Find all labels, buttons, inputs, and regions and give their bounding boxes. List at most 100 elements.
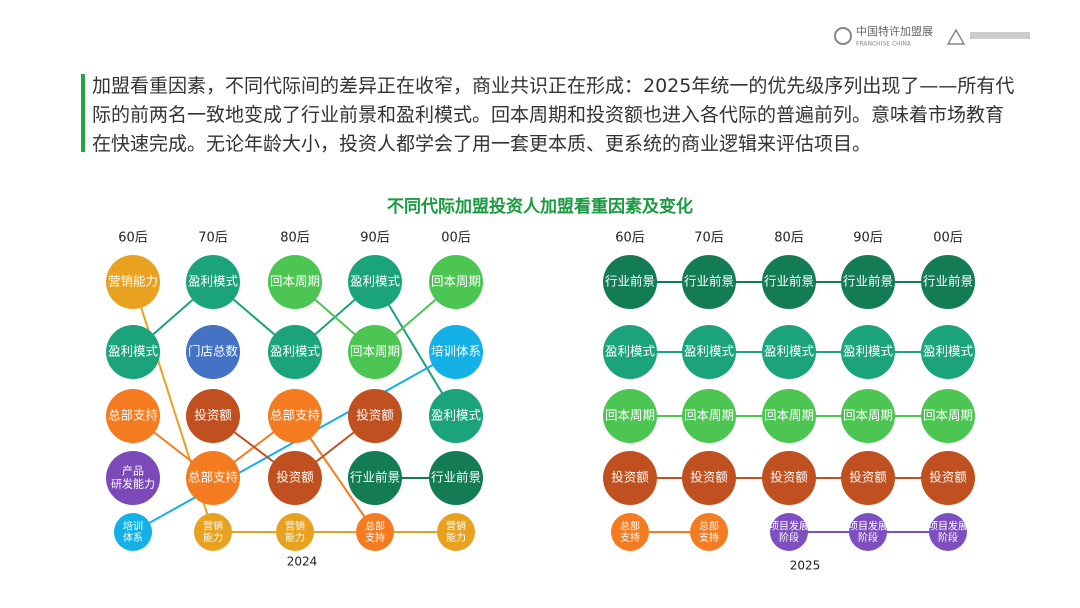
factor-label: 营销能力 xyxy=(446,519,466,544)
factor-label: 行业前景 xyxy=(431,470,481,485)
factor-node xyxy=(106,451,160,505)
logo-name: 中国特许加盟展 xyxy=(856,24,933,38)
factor-node xyxy=(106,389,160,443)
factor-node xyxy=(603,451,657,505)
factor-label: 投资额 xyxy=(276,470,314,485)
factor-label: 投资额 xyxy=(849,470,887,485)
panel-year: 2024 xyxy=(287,555,318,569)
factor-label: 投资额 xyxy=(929,470,967,485)
factor-node xyxy=(849,513,887,551)
factor-node xyxy=(770,513,808,551)
logo-icon xyxy=(834,27,852,45)
factor-label: 项目发展阶段 xyxy=(928,519,968,544)
accent-bar xyxy=(81,74,85,152)
column-header: 00后 xyxy=(441,231,471,246)
factor-node xyxy=(348,451,402,505)
factor-label: 盈利模式 xyxy=(923,344,974,359)
factor-node xyxy=(921,451,975,505)
factor-node xyxy=(682,255,736,309)
factor-node xyxy=(348,255,402,309)
factor-label: 总部支持 xyxy=(108,408,158,423)
factor-node xyxy=(921,255,975,309)
factor-node xyxy=(841,451,895,505)
factor-label: 回本周期 xyxy=(684,408,734,423)
factor-label: 行业前景 xyxy=(843,274,893,289)
factor-node xyxy=(186,389,240,443)
factor-node xyxy=(762,451,816,505)
factor-label: 总部支持 xyxy=(365,519,385,544)
factor-node xyxy=(429,325,483,379)
factor-node xyxy=(194,513,232,551)
factor-node xyxy=(921,325,975,379)
factor-label: 培训体系 xyxy=(431,344,481,359)
factor-node xyxy=(276,513,314,551)
factor-node xyxy=(429,389,483,443)
factor-node xyxy=(762,389,816,443)
factor-label: 盈利模式 xyxy=(431,408,482,423)
factor-node xyxy=(841,325,895,379)
factor-label: 项目发展阶段 xyxy=(769,519,809,544)
factor-node xyxy=(929,513,967,551)
factor-label: 盈利模式 xyxy=(350,274,401,289)
factor-node xyxy=(106,325,160,379)
factor-node xyxy=(429,255,483,309)
factor-label: 投资额 xyxy=(690,470,728,485)
factor-label: 回本周期 xyxy=(605,408,655,423)
factor-node xyxy=(841,389,895,443)
factor-node xyxy=(268,325,322,379)
factor-label: 总部支持 xyxy=(620,519,640,544)
factor-node xyxy=(348,389,402,443)
factor-node xyxy=(841,255,895,309)
factor-node xyxy=(682,451,736,505)
factor-label: 盈利模式 xyxy=(843,344,894,359)
factor-label: 盈利模式 xyxy=(188,274,239,289)
factor-node xyxy=(429,451,483,505)
factor-node xyxy=(268,389,322,443)
panel-year: 2025 xyxy=(790,559,821,573)
factor-label: 行业前景 xyxy=(350,470,400,485)
factor-label: 投资额 xyxy=(356,408,394,423)
factor-node xyxy=(603,325,657,379)
factor-label: 行业前景 xyxy=(923,274,973,289)
factor-label: 门店总数 xyxy=(188,344,239,359)
factor-node xyxy=(106,255,160,309)
factor-node xyxy=(356,513,394,551)
factor-node xyxy=(186,451,240,505)
partner-logo-icon xyxy=(946,28,966,45)
intro-paragraph: 加盟看重因素，不同代际间的差异正在收窄，商业共识正在形成：2025年统一的优先级… xyxy=(92,75,1015,155)
factor-node xyxy=(603,389,657,443)
factor-label: 营销能力 xyxy=(108,274,158,289)
factor-label: 投资额 xyxy=(770,470,808,485)
column-header: 80后 xyxy=(280,231,310,246)
factor-node xyxy=(268,255,322,309)
factor-label: 行业前景 xyxy=(605,274,655,289)
column-header: 90后 xyxy=(360,231,390,246)
factor-label: 投资额 xyxy=(194,408,232,423)
factor-label: 总部支持 xyxy=(188,470,238,485)
column-header: 70后 xyxy=(198,231,228,246)
factor-node xyxy=(690,513,728,551)
factor-label: 总部支持 xyxy=(270,408,320,423)
factor-node xyxy=(348,325,402,379)
factor-label: 行业前景 xyxy=(764,274,814,289)
factor-label: 盈利模式 xyxy=(605,344,656,359)
nodes: 202460后营销能力盈利模式总部支持产品研发能力培训体系70后盈利模式门店总数… xyxy=(106,231,975,573)
factor-label: 回本周期 xyxy=(764,408,814,423)
factor-label: 回本周期 xyxy=(270,274,320,289)
factor-label: 盈利模式 xyxy=(270,344,321,359)
factor-label: 回本周期 xyxy=(431,274,481,289)
column-header: 90后 xyxy=(853,231,883,246)
factor-node xyxy=(437,513,475,551)
factor-node xyxy=(762,255,816,309)
factor-node xyxy=(114,513,152,551)
factor-label: 盈利模式 xyxy=(684,344,735,359)
factor-node xyxy=(603,255,657,309)
column-header: 70后 xyxy=(694,231,724,246)
factor-node xyxy=(186,325,240,379)
factor-node xyxy=(268,451,322,505)
factor-label: 行业前景 xyxy=(684,274,734,289)
factor-node xyxy=(921,389,975,443)
column-header: 00后 xyxy=(933,231,963,246)
column-header: 60后 xyxy=(118,231,148,246)
factor-label: 产品研发能力 xyxy=(111,464,155,491)
